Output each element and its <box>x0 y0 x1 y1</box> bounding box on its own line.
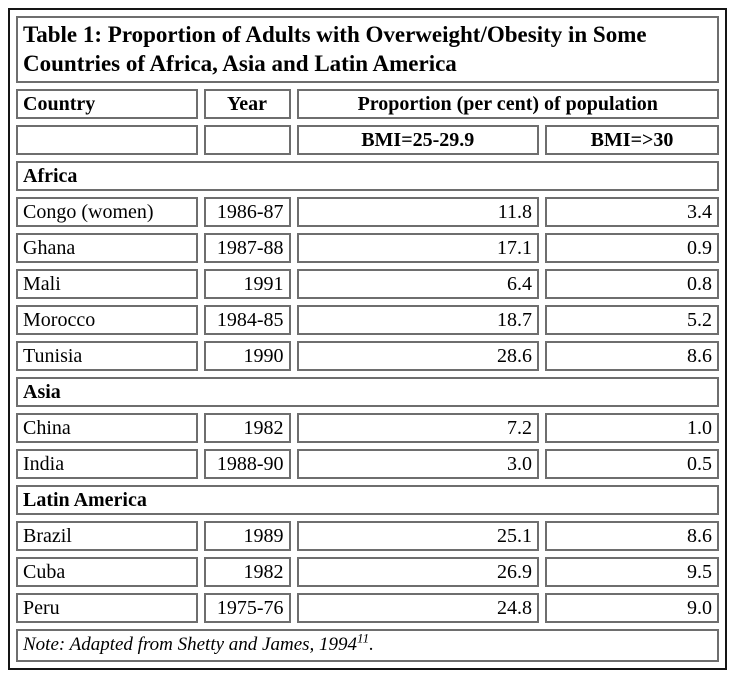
section-header-latin-america: Latin America <box>16 484 719 515</box>
empty-cell <box>16 124 198 155</box>
bmi-obese-cell: 1.0 <box>544 412 719 443</box>
subheader-row: BMI=25-29.9 BMI=>30 <box>16 124 719 155</box>
year-cell: 1975-76 <box>203 592 291 623</box>
bmi-overweight-cell: 28.6 <box>296 340 539 371</box>
year-cell: 1986-87 <box>203 196 291 227</box>
note-citation-superscript: 11 <box>357 630 370 646</box>
note-period: . <box>369 633 374 655</box>
country-cell: India <box>16 448 198 479</box>
section-row-africa: Africa <box>16 160 719 191</box>
section-row-latin-america: Latin America <box>16 484 719 515</box>
year-cell: 1982 <box>203 412 291 443</box>
note-row: Note: Adapted from Shetty and James, 199… <box>16 628 719 662</box>
col-header-proportion: Proportion (per cent) of population <box>296 88 719 119</box>
bmi-obese-cell: 9.5 <box>544 556 719 587</box>
year-cell: 1984-85 <box>203 304 291 335</box>
bmi-overweight-cell: 3.0 <box>296 448 539 479</box>
table-row: Tunisia 1990 28.6 8.6 <box>16 340 719 371</box>
year-cell: 1988-90 <box>203 448 291 479</box>
col-header-country: Country <box>16 88 198 119</box>
country-cell: Brazil <box>16 520 198 551</box>
bmi-overweight-cell: 26.9 <box>296 556 539 587</box>
country-cell: China <box>16 412 198 443</box>
overweight-obesity-table: Table 1: Proportion of Adults with Overw… <box>10 10 725 668</box>
table-title: Table 1: Proportion of Adults with Overw… <box>16 16 719 83</box>
table-row: Ghana 1987-88 17.1 0.9 <box>16 232 719 263</box>
subheader-bmi-overweight: BMI=25-29.9 <box>296 124 539 155</box>
note-text: Note: Adapted from Shetty and James, 199… <box>23 633 358 655</box>
bmi-overweight-cell: 7.2 <box>296 412 539 443</box>
table-row: Cuba 1982 26.9 9.5 <box>16 556 719 587</box>
bmi-overweight-cell: 17.1 <box>296 232 539 263</box>
bmi-obese-cell: 0.9 <box>544 232 719 263</box>
table-frame: Table 1: Proportion of Adults with Overw… <box>8 8 727 670</box>
country-cell: Peru <box>16 592 198 623</box>
bmi-obese-cell: 3.4 <box>544 196 719 227</box>
year-cell: 1990 <box>203 340 291 371</box>
bmi-overweight-cell: 18.7 <box>296 304 539 335</box>
bmi-obese-cell: 9.0 <box>544 592 719 623</box>
subheader-bmi-obese: BMI=>30 <box>544 124 719 155</box>
table-row: Brazil 1989 25.1 8.6 <box>16 520 719 551</box>
country-cell: Mali <box>16 268 198 299</box>
country-cell: Cuba <box>16 556 198 587</box>
table-row: Congo (women) 1986-87 11.8 3.4 <box>16 196 719 227</box>
country-cell: Congo (women) <box>16 196 198 227</box>
bmi-overweight-cell: 25.1 <box>296 520 539 551</box>
bmi-overweight-cell: 6.4 <box>296 268 539 299</box>
bmi-obese-cell: 8.6 <box>544 520 719 551</box>
country-cell: Tunisia <box>16 340 198 371</box>
year-cell: 1987-88 <box>203 232 291 263</box>
header-row: Country Year Proportion (per cent) of po… <box>16 88 719 119</box>
table-note: Note: Adapted from Shetty and James, 199… <box>16 628 719 662</box>
bmi-obese-cell: 5.2 <box>544 304 719 335</box>
bmi-obese-cell: 0.8 <box>544 268 719 299</box>
table-row: Peru 1975-76 24.8 9.0 <box>16 592 719 623</box>
table-row: Mali 1991 6.4 0.8 <box>16 268 719 299</box>
table-row: India 1988-90 3.0 0.5 <box>16 448 719 479</box>
empty-cell <box>203 124 291 155</box>
year-cell: 1989 <box>203 520 291 551</box>
country-cell: Ghana <box>16 232 198 263</box>
bmi-obese-cell: 0.5 <box>544 448 719 479</box>
bmi-obese-cell: 8.6 <box>544 340 719 371</box>
title-row: Table 1: Proportion of Adults with Overw… <box>16 16 719 83</box>
country-cell: Morocco <box>16 304 198 335</box>
year-cell: 1991 <box>203 268 291 299</box>
section-header-asia: Asia <box>16 376 719 407</box>
table-row: China 1982 7.2 1.0 <box>16 412 719 443</box>
section-row-asia: Asia <box>16 376 719 407</box>
bmi-overweight-cell: 11.8 <box>296 196 539 227</box>
table-row: Morocco 1984-85 18.7 5.2 <box>16 304 719 335</box>
section-header-africa: Africa <box>16 160 719 191</box>
bmi-overweight-cell: 24.8 <box>296 592 539 623</box>
col-header-year: Year <box>203 88 291 119</box>
year-cell: 1982 <box>203 556 291 587</box>
